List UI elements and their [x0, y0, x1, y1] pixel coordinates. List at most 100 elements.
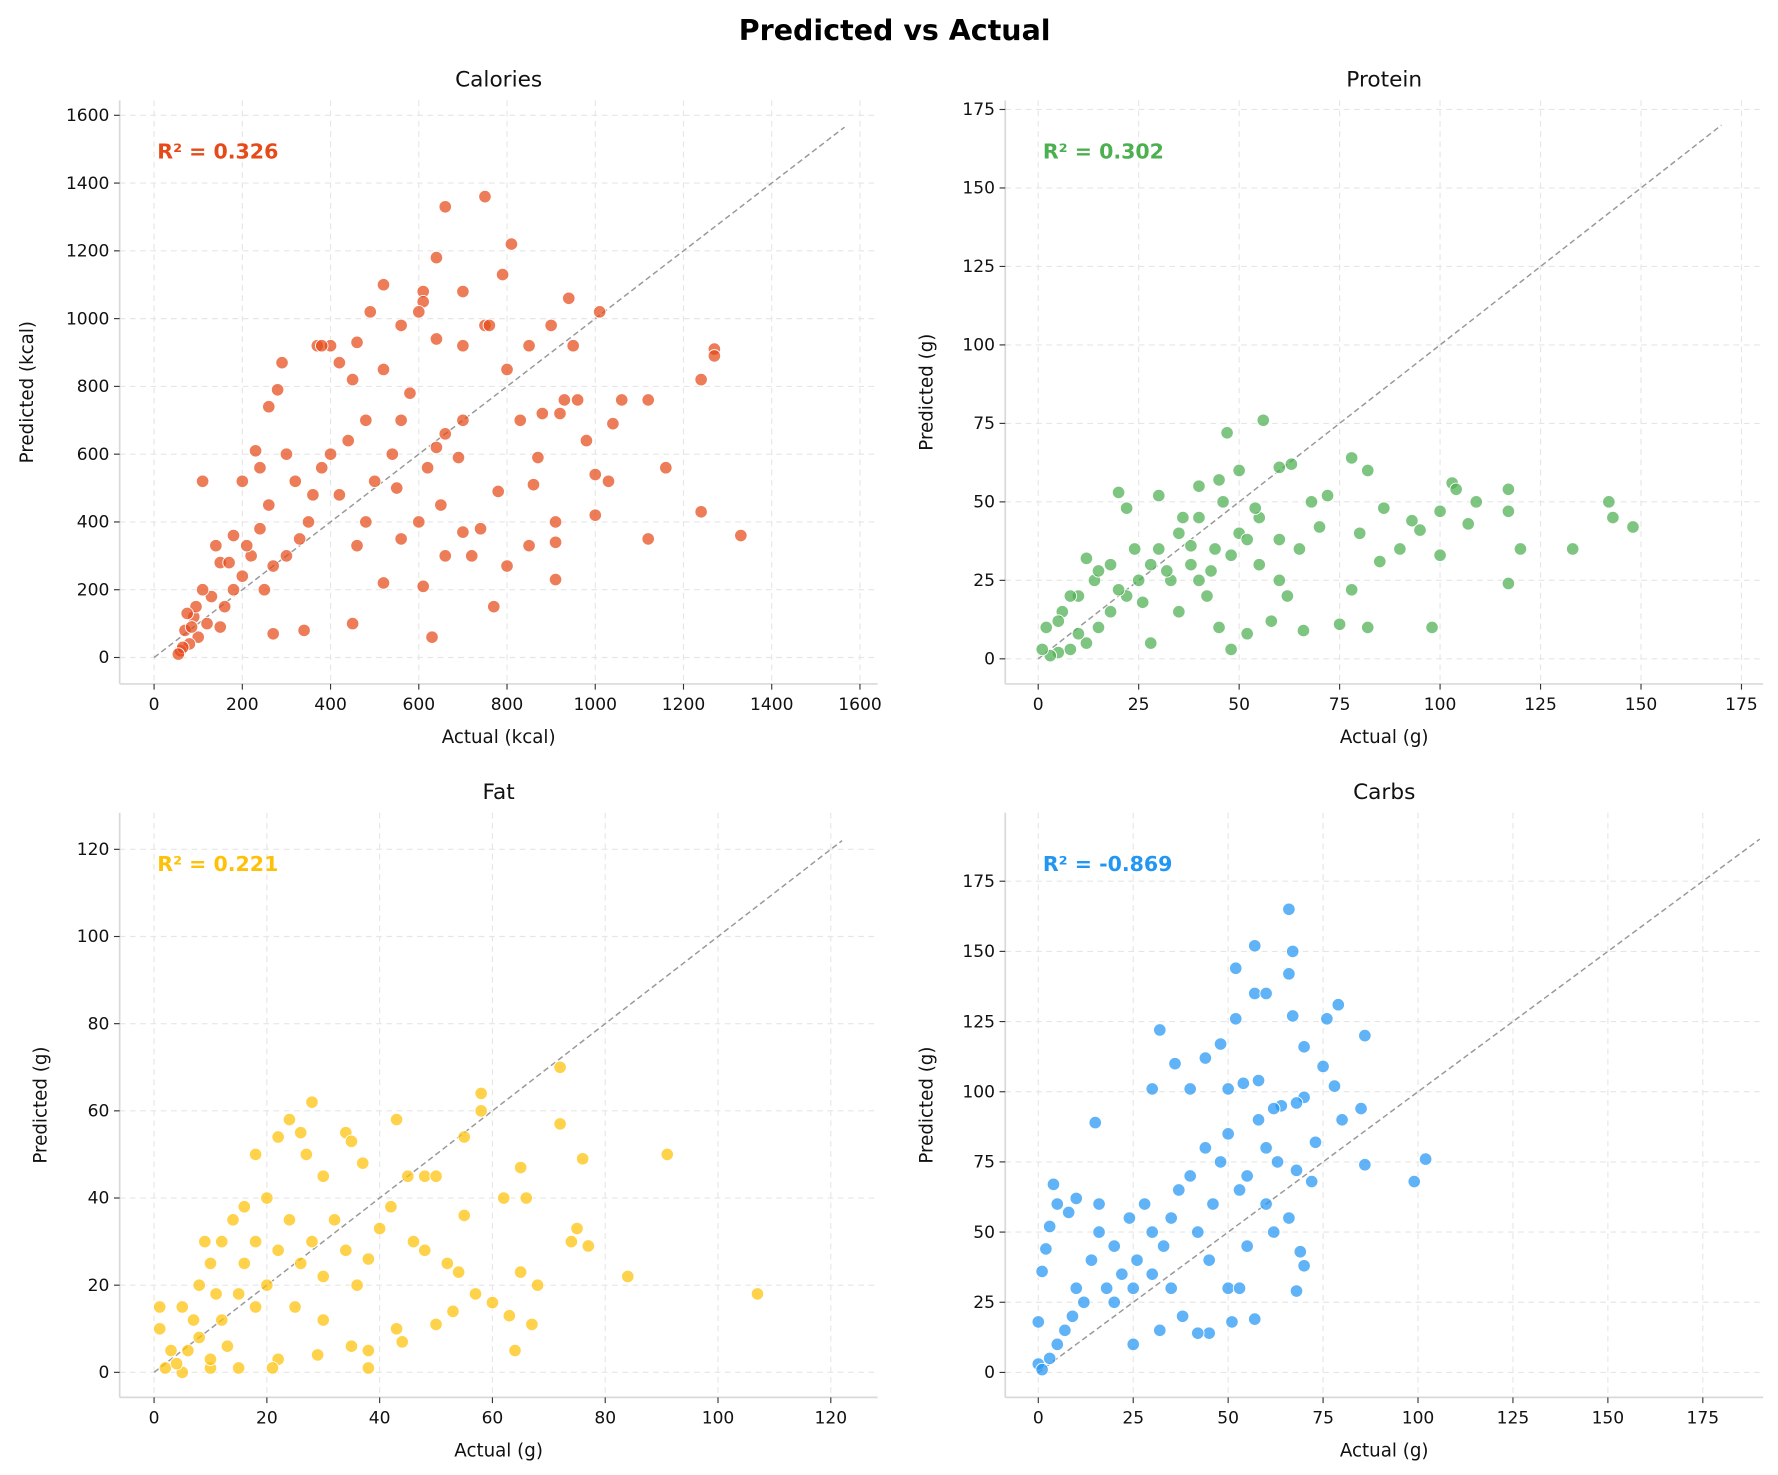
x-tick-label: 75 [1312, 1409, 1334, 1429]
data-point [1050, 1337, 1065, 1352]
data-point [152, 1300, 167, 1314]
y-tick-label: 175 [962, 100, 995, 120]
x-tick-label: 120 [814, 1409, 847, 1429]
data-point [344, 1134, 359, 1149]
data-point [553, 1060, 567, 1074]
data-point [1079, 636, 1094, 650]
data-point [1152, 542, 1166, 556]
data-point [406, 1234, 421, 1249]
y-tick-label: 0 [99, 1363, 110, 1383]
data-point [1208, 542, 1222, 556]
data-point [1092, 1225, 1106, 1239]
data-point [456, 525, 470, 539]
data-point [1297, 1259, 1311, 1273]
data-point [526, 477, 541, 492]
y-tick-label: 75 [973, 414, 995, 434]
data-point [1297, 1040, 1311, 1054]
data-point [487, 599, 501, 614]
identity-line [153, 840, 843, 1373]
data-point [209, 538, 223, 553]
data-point [1433, 504, 1447, 519]
data-point [1232, 463, 1246, 478]
data-point [566, 339, 580, 353]
data-point [456, 284, 470, 299]
data-point [1282, 1211, 1296, 1225]
data-point [345, 616, 360, 631]
data-point [456, 413, 470, 428]
data-point [1035, 1362, 1049, 1377]
data-point [1501, 576, 1516, 591]
data-point [1200, 589, 1214, 603]
data-point [316, 1313, 330, 1327]
data-point [1229, 1012, 1243, 1026]
data-point [1063, 642, 1078, 657]
x-axis-label: Actual (g) [454, 1441, 543, 1462]
x-tick-label: 25 [1128, 695, 1150, 715]
data-point [394, 413, 408, 428]
x-tick-label: 1400 [750, 695, 793, 715]
data-point [184, 620, 199, 634]
data-point [1050, 1197, 1065, 1211]
data-point [248, 444, 263, 458]
y-tick-label: 200 [77, 580, 110, 600]
data-point [525, 1317, 539, 1332]
data-point [440, 1256, 455, 1271]
subplot-protein: 0 25 50 75 100 125 150 175 0 25 50 75 100 125 150 175 Pr… [916, 68, 1764, 748]
data-point [266, 627, 280, 641]
x-axis-label: Actual (kcal) [442, 727, 556, 748]
data-point [535, 406, 550, 421]
x-axis-label: Actual (g) [1340, 1441, 1429, 1462]
y-tick-label: 100 [962, 1082, 995, 1102]
data-point [1285, 944, 1300, 959]
y-tick-label: 0 [99, 648, 110, 668]
data-point [548, 515, 563, 529]
data-point [253, 461, 267, 475]
data-point [1153, 1323, 1167, 1338]
data-point [384, 1200, 398, 1214]
data-point [601, 474, 616, 489]
data-point [1156, 1239, 1171, 1253]
data-point [513, 1265, 528, 1279]
data-point [376, 576, 391, 590]
data-point [508, 1343, 522, 1358]
data-point [361, 1343, 376, 1358]
data-point [1092, 1197, 1106, 1211]
data-point [1282, 967, 1296, 981]
y-axis-label: Predicted (g) [31, 1047, 52, 1164]
y-tick-label: 1000 [66, 309, 109, 329]
data-point [429, 250, 444, 265]
data-point [389, 1322, 404, 1336]
data-point [1335, 1113, 1349, 1127]
x-tick-label: 400 [314, 695, 347, 715]
data-point [385, 447, 400, 461]
data-point [231, 1287, 246, 1301]
data-point [237, 1256, 252, 1271]
data-point [513, 1160, 528, 1175]
data-point [1602, 495, 1616, 509]
data-point [1240, 532, 1254, 547]
data-point [1240, 1169, 1254, 1183]
x-tick-label: 0 [149, 695, 160, 715]
data-point [530, 1278, 545, 1292]
data-point [1216, 495, 1230, 509]
data-point [438, 200, 452, 214]
data-point [456, 339, 470, 353]
data-point [237, 1200, 252, 1214]
data-point [1183, 1082, 1197, 1096]
y-tick-label: 50 [973, 493, 995, 513]
data-point [297, 623, 311, 638]
data-point [1361, 463, 1375, 478]
data-point [1168, 1056, 1182, 1071]
data-point [288, 474, 302, 489]
data-point [1248, 501, 1262, 515]
y-tick-label: 400 [77, 513, 110, 533]
data-point [180, 606, 194, 621]
data-point [350, 335, 364, 350]
data-point [1130, 1253, 1144, 1267]
data-point [315, 461, 329, 475]
data-point [279, 447, 294, 461]
data-point [1433, 548, 1447, 562]
data-point [260, 1278, 274, 1292]
y-axis-label: Predicted (g) [916, 1047, 937, 1164]
data-point [339, 1243, 353, 1258]
